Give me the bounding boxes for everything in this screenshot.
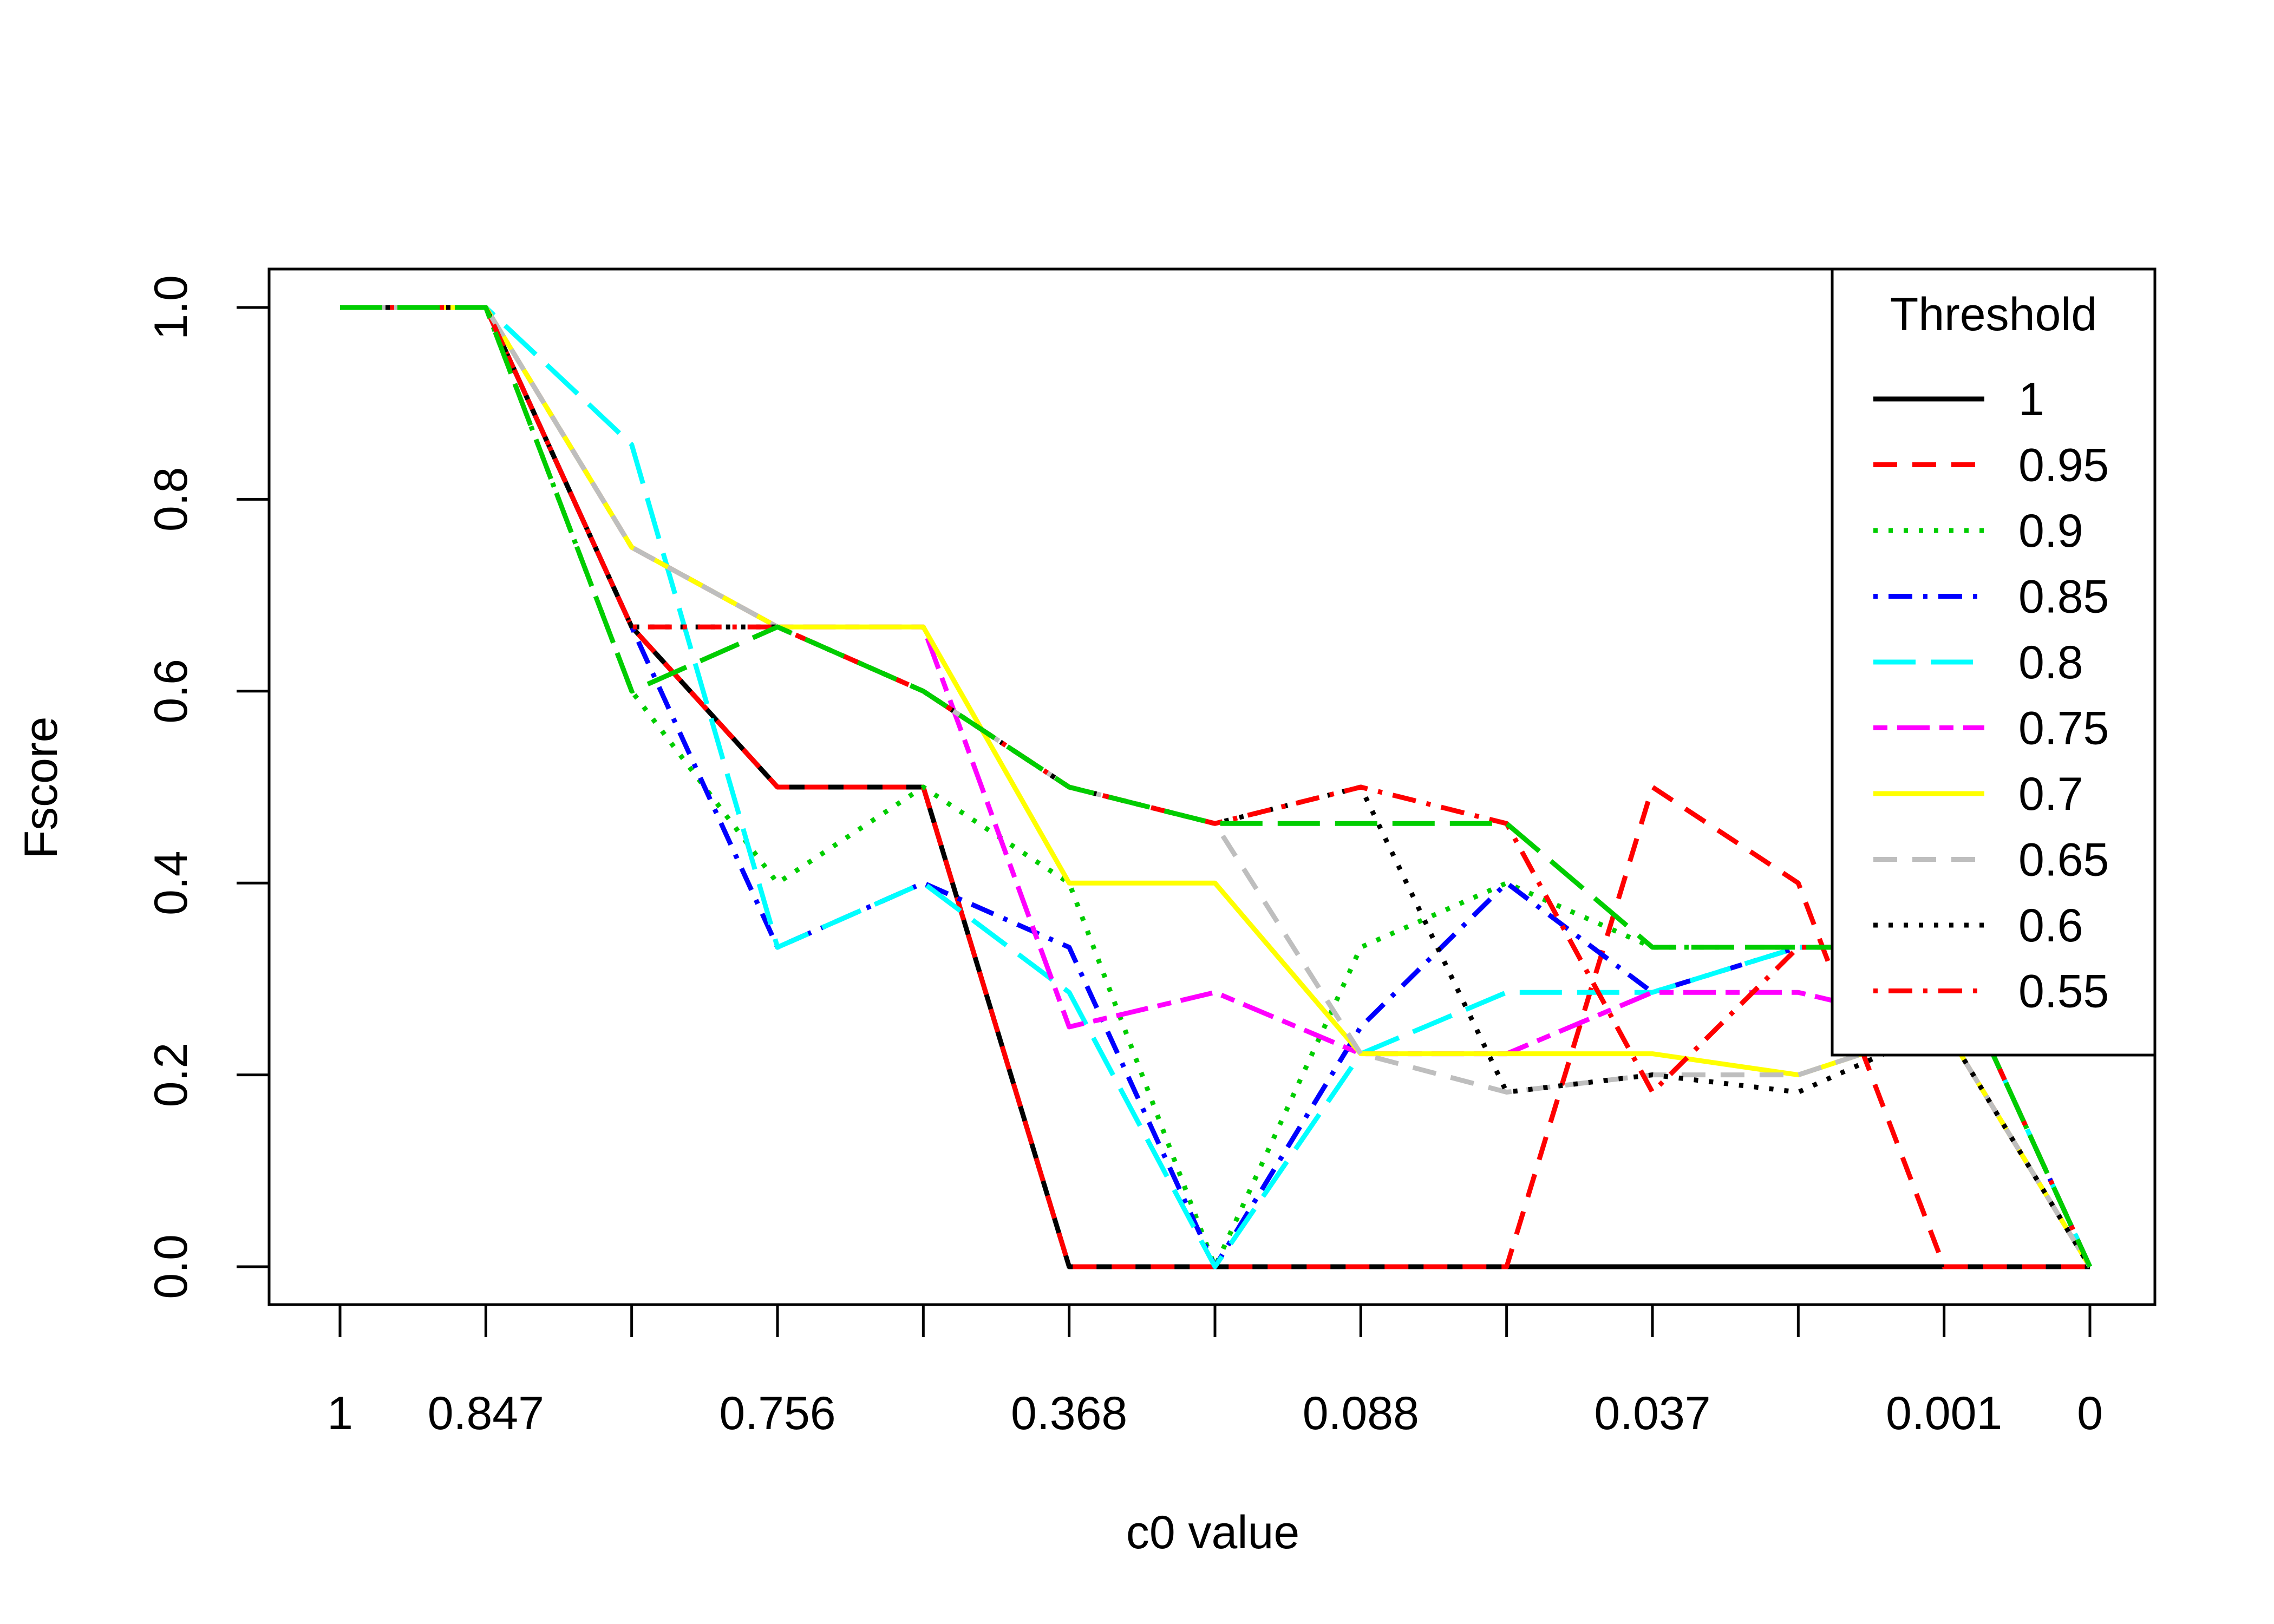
- y-tick-label: 0.2: [145, 1043, 197, 1108]
- legend: Threshold 1 0.95 0.9 0.85 0.8 0.75 0.7 0.65 0.6 0…: [1831, 267, 2157, 1057]
- x-tick-label: 0.368: [1011, 1387, 1127, 1439]
- y-tick-label: 1.0: [145, 275, 197, 340]
- x-tick-label: 0.756: [719, 1387, 835, 1439]
- y-tick-label: 0.4: [145, 850, 197, 915]
- x-tick-label: 0.847: [428, 1387, 544, 1439]
- series-line-0_7: [340, 305, 2092, 1268]
- y-axis-label: Fscore: [15, 717, 67, 859]
- legend-title: Threshold: [1890, 289, 2097, 340]
- series-line-0_85: [340, 305, 2093, 1269]
- y-tick-label: 0.0: [145, 1234, 197, 1299]
- plot-lines: [340, 305, 2093, 1269]
- y-tick-label: 0.6: [145, 659, 197, 724]
- x-tick-label: 0: [2077, 1387, 2103, 1439]
- series-line-extra-10: [340, 305, 2093, 1268]
- x-tick-label: 0.001: [1886, 1387, 2002, 1439]
- x-tick-label: 0.037: [1594, 1387, 1710, 1439]
- x-axis: 1 0.847 0.756 0.368 0.088 0.037 0.001 0: [327, 1303, 2103, 1439]
- legend-label: 0.9: [2018, 505, 2083, 557]
- series-line-1: [340, 305, 2090, 1269]
- legend-label: 0.75: [2018, 703, 2109, 755]
- x-tick-label: 1: [327, 1387, 353, 1439]
- series-line-0_8: [340, 305, 2093, 1269]
- legend-label: 0.95: [2018, 440, 2109, 492]
- legend-label: 0.6: [2018, 900, 2083, 952]
- series-line-0_65: [340, 305, 2092, 1268]
- legend-label: 0.7: [2018, 768, 2083, 820]
- legend-label: 0.65: [2018, 834, 2109, 886]
- series-line-0_6: [340, 305, 2092, 1268]
- series-line-0_9: [340, 305, 2093, 1269]
- series-line-0_95: [340, 305, 2090, 1269]
- series-line-0_55: [340, 305, 2093, 1268]
- x-tick-label: 0.088: [1303, 1387, 1419, 1439]
- y-axis: 0.0 0.2 0.4 0.6 0.8 1.0: [145, 275, 271, 1299]
- legend-label: 0.55: [2018, 966, 2109, 1018]
- y-tick-label: 0.8: [145, 467, 197, 532]
- legend-label: 1: [2018, 374, 2044, 425]
- series-line-0_75: [340, 305, 2092, 1268]
- legend-label: 0.8: [2018, 637, 2083, 689]
- x-axis-label: c0 value: [1126, 1507, 1299, 1558]
- legend-label: 0.85: [2018, 571, 2109, 623]
